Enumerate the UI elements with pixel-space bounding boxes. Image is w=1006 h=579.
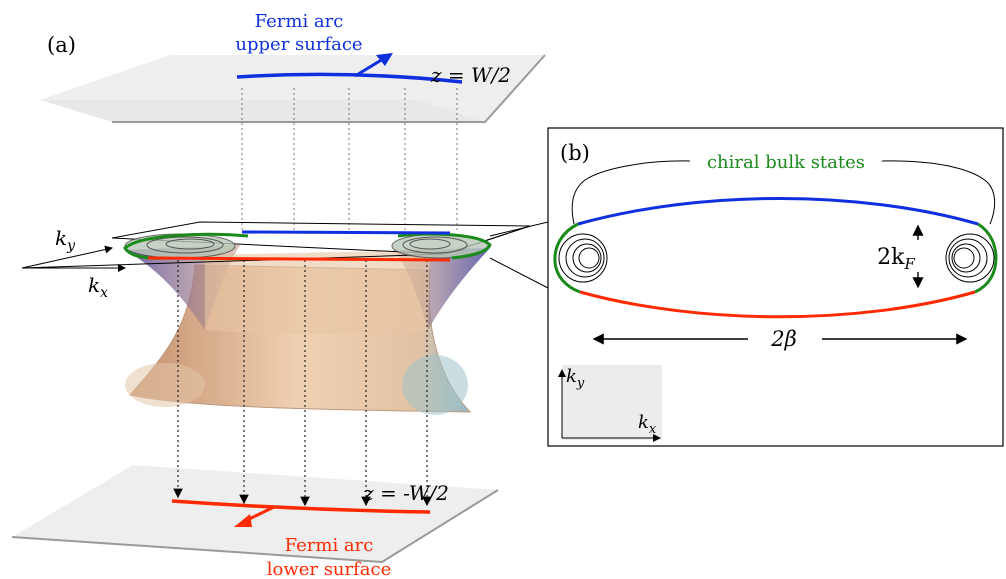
panel-a: (a) Fermi arc upper surface z = W/2 z = … — [11, 11, 546, 579]
upper-arc-direction-arrow — [354, 57, 384, 78]
beta-label: 2β — [770, 327, 797, 351]
ky-axis-label: ky — [55, 226, 76, 254]
ky-axis — [21, 245, 113, 269]
fermi-arc-lower — [171, 499, 431, 514]
chiral-brace-left — [571, 160, 691, 225]
fermi-arc-upper-projection — [241, 230, 451, 235]
panel-b-lower-arc — [579, 290, 976, 319]
mini-axes-box — [562, 365, 662, 440]
kx-axis-label: kx — [88, 273, 108, 301]
upper-arc-label-line2: upper surface — [235, 34, 362, 55]
top-plane — [40, 54, 546, 123]
middle-sheet — [205, 250, 430, 334]
lower-left-cone-cap — [125, 363, 205, 407]
chiral-brace-right — [881, 160, 996, 225]
chiral-segment-right — [974, 222, 998, 294]
left-weyl-node — [558, 233, 608, 283]
top-plane-label: z = W/2 — [430, 63, 511, 87]
bottom-plane — [11, 465, 499, 564]
lower-right-cone-cap — [402, 355, 468, 415]
lower-arc-arrowhead — [234, 514, 252, 527]
mini-ky-label: ky — [566, 366, 585, 391]
left-fermi-pocket — [124, 233, 236, 259]
fermi-arc-lower-projection — [147, 256, 451, 262]
chiral-bulk-left — [123, 232, 249, 260]
chiral-bulk-label: chiral bulk states — [707, 152, 865, 173]
kf-label: 2kF — [877, 245, 915, 273]
upper-arc-arrowhead — [376, 53, 393, 66]
panel-a-label: (a) — [47, 33, 76, 57]
upper-arc-label-line1: Fermi arc — [255, 11, 344, 32]
zoom-connectors — [489, 221, 549, 289]
mini-kx-label: kx — [638, 412, 657, 437]
lower-projection-lines — [173, 260, 432, 507]
panel-b-label: (b) — [560, 141, 590, 165]
upper-projection-lines — [241, 86, 458, 230]
bottom-plane-label: z = -W/2 — [362, 481, 449, 505]
chiral-segment-left — [553, 222, 581, 294]
lower-arc-label-line2: lower surface — [267, 559, 392, 579]
panel-b: (b) chiral bulk states 2kF — [547, 127, 1004, 447]
fermi-arc-upper — [236, 72, 463, 84]
right-weyl-node — [945, 233, 995, 283]
lower-arc-label-line1: Fermi arc — [285, 535, 374, 556]
panel-b-upper-arc — [577, 197, 979, 226]
